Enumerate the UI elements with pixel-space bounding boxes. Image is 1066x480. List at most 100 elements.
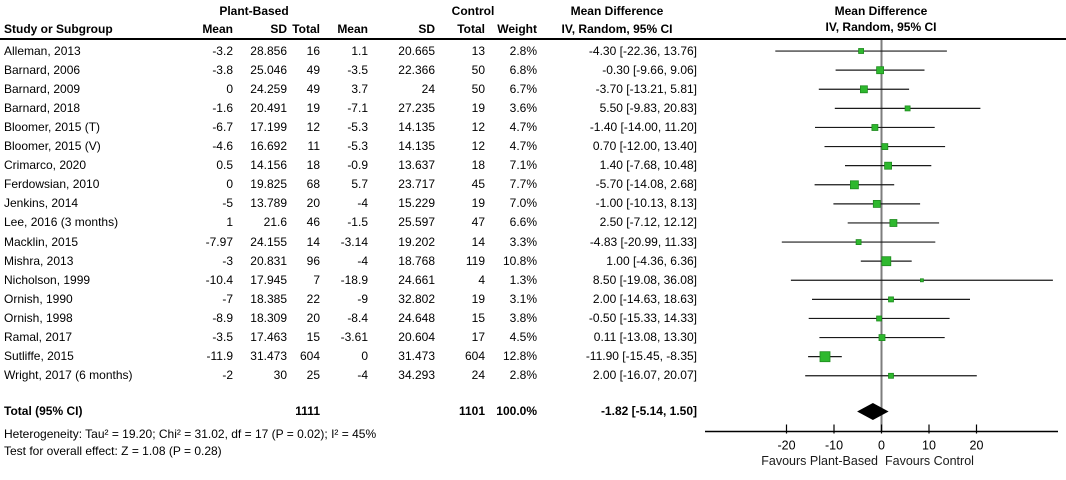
ci-text: 1.00 [-4.36, 6.36]	[606, 253, 697, 268]
pb-sd: 28.856	[250, 43, 287, 58]
table-row: Ornish, 1998 -8.9 18.309 20 -8.4 24.648 15 3.8%…	[0, 309, 697, 328]
col-header-sd-ct: SD	[418, 22, 435, 36]
ct-sd: 24.648	[398, 310, 435, 325]
ci-text: 2.00 [-16.07, 20.07]	[592, 368, 697, 383]
ct-mean: -5.3	[347, 119, 368, 134]
ct-mean: -3.5	[347, 62, 368, 77]
pb-total: 49	[306, 81, 320, 96]
ct-total: 119	[465, 253, 485, 268]
weight: 7.7%	[509, 177, 537, 192]
ct-mean: -0.9	[347, 158, 368, 173]
pb-mean: 0	[226, 81, 233, 96]
table-row: Macklin, 2015 -7.97 24.155 14 -3.14 19.202 14 3…	[0, 233, 697, 252]
study-name: Ferdowsian, 2010	[4, 177, 100, 192]
effect-marker	[872, 199, 881, 208]
ci-text: -0.30 [-9.66, 9.06]	[602, 62, 697, 77]
ci-text: 0.70 [-12.00, 13.40]	[592, 139, 697, 153]
ct-total: 14	[471, 234, 485, 249]
pb-total: 25	[306, 368, 320, 383]
ct-sd: 24.661	[398, 272, 435, 287]
pb-mean: 0	[226, 177, 233, 192]
pb-total: 68	[306, 177, 320, 192]
study-name: Barnard, 2009	[4, 81, 81, 96]
ci-text: 2.00 [-14.63, 18.63]	[592, 291, 697, 306]
pb-sd: 18.385	[250, 291, 287, 306]
ct-sd: 25.597	[398, 215, 435, 230]
ci-text: -11.90 [-15.45, -8.35]	[585, 349, 697, 364]
favours-right-label: Favours Control	[885, 454, 974, 468]
pb-mean: -6.7	[212, 119, 233, 134]
ct-mean: -4	[357, 196, 368, 211]
ci-text: -4.83 [-20.99, 11.33]	[589, 234, 697, 249]
pb-sd: 17.199	[250, 119, 287, 134]
axis-tick-label: 0	[878, 439, 885, 453]
effect-marker	[888, 372, 894, 379]
ct-sd: 15.229	[398, 196, 435, 211]
ct-sd: 27.235	[398, 100, 435, 115]
pb-total: 49	[306, 62, 320, 77]
ct-total: 45	[471, 177, 485, 192]
study-name: Barnard, 2006	[4, 62, 81, 77]
weight: 10.8%	[502, 253, 537, 268]
ct-sd: 34.293	[398, 368, 435, 383]
heterogeneity-text: Heterogeneity: Tau² = 19.20; Chi² = 31.0…	[4, 427, 377, 441]
weight: 6.8%	[509, 62, 537, 77]
ct-sd: 32.802	[398, 291, 435, 306]
weight: 3.3%	[509, 234, 537, 249]
pb-total: 22	[306, 291, 320, 306]
ci-text: 8.50 [-19.08, 36.08]	[592, 272, 697, 287]
effect-marker	[884, 161, 892, 170]
pb-sd: 14.156	[250, 158, 287, 173]
header-rule	[0, 38, 1066, 40]
study-name: Barnard, 2018	[4, 100, 81, 115]
ct-mean: -7.1	[347, 100, 368, 115]
ci-text: 1.40 [-7.68, 10.48]	[599, 158, 697, 173]
pb-sd: 31.473	[250, 349, 287, 364]
ci-text: -4.30 [-22.36, 13.76]	[588, 43, 697, 58]
effect-marker	[920, 278, 924, 283]
pb-mean: -7	[222, 291, 233, 306]
study-name: Ornish, 1998	[4, 310, 73, 325]
pb-sd: 24.259	[250, 81, 287, 96]
total-row: Total (95% CI) 1111 1101 100.0% -1.82 [-…	[0, 402, 697, 421]
study-name: Macklin, 2015	[4, 234, 79, 249]
ct-total: 604	[464, 349, 485, 364]
ct-mean: -8.4	[347, 310, 368, 325]
effect-marker	[881, 143, 889, 151]
pb-total: 15	[306, 330, 320, 344]
col-header-mean-ct: Mean	[337, 22, 368, 36]
col-header-mean-pb: Mean	[202, 22, 233, 36]
weight: 3.1%	[509, 291, 537, 306]
table-row: Alleman, 2013 -3.2 28.856 16 1.1 20.665 13 2.8%…	[0, 42, 697, 61]
table-row: Mishra, 2013 -3 20.831 96 -4 18.768 119 10.8% 1.…	[0, 252, 697, 271]
pb-total: 14	[306, 234, 320, 249]
effect-marker	[876, 315, 882, 322]
pb-total: 96	[306, 253, 320, 268]
ct-total: 15	[471, 310, 485, 325]
favours-left-label: Favours Plant-Based	[761, 454, 878, 468]
ct-total: 19	[471, 196, 485, 211]
study-name: Jenkins, 2014	[4, 196, 79, 211]
ct-mean: -3.14	[340, 234, 368, 249]
axis-tick-label: 10	[922, 439, 936, 453]
col-header-ci: IV, Random, 95% CI	[561, 22, 673, 36]
overall-effect-text: Test for overall effect: Z = 1.08 (P = 0…	[4, 444, 222, 458]
ci-text: -1.00 [-10.13, 8.13]	[595, 196, 697, 211]
pb-sd: 16.692	[250, 139, 287, 153]
total-label: Total (95% CI)	[4, 404, 83, 418]
pb-total: 11	[307, 139, 320, 153]
effect-marker	[888, 296, 894, 303]
plot-title: Mean Difference	[834, 4, 928, 18]
axis-tick-label: -10	[825, 439, 843, 453]
pb-mean: -8.9	[212, 310, 233, 325]
md-column-title: Mean Difference	[570, 4, 664, 18]
ct-total: 50	[471, 62, 485, 77]
pb-mean: -1.6	[212, 100, 233, 115]
weight: 3.8%	[509, 310, 537, 325]
total-ci: -1.82 [-5.14, 1.50]	[600, 404, 697, 418]
pb-mean: -3.2	[212, 43, 233, 58]
pb-sd: 20.831	[250, 253, 287, 268]
ct-total: 13	[471, 43, 485, 58]
pb-sd: 24.155	[250, 234, 287, 249]
